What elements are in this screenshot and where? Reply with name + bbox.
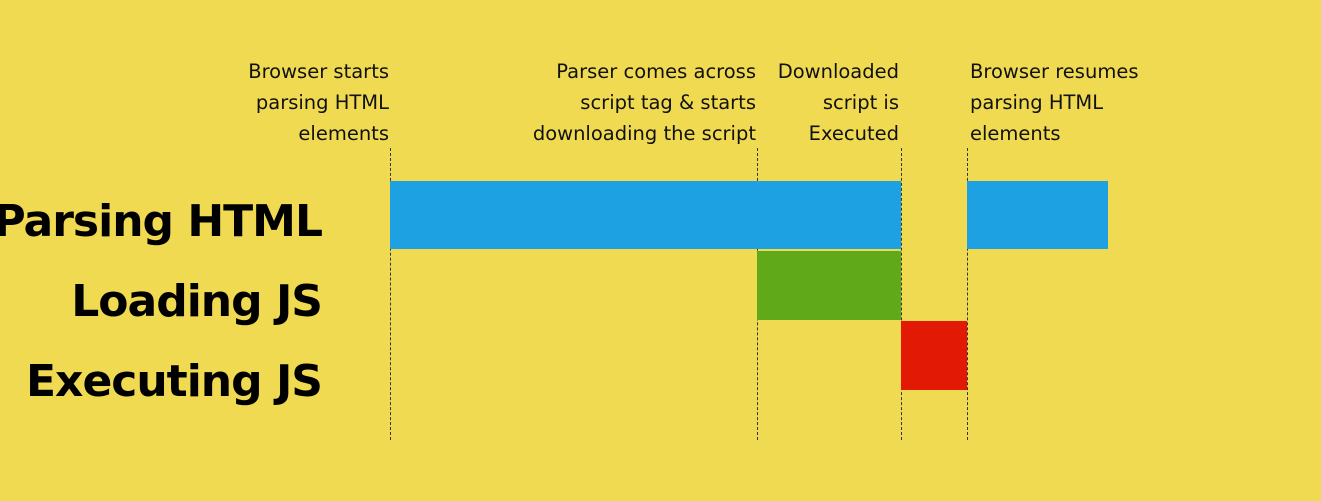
parsing-bar-resumed: [967, 181, 1108, 249]
row-label-parsing-html: Parsing HTML: [0, 196, 323, 247]
row-label-loading-js: Loading JS: [71, 276, 323, 327]
annotation-browser-resumes: Browser resumes parsing HTML elements: [970, 60, 1139, 145]
marker-line-parse-resume: [967, 148, 968, 440]
loading-js-bar: [757, 251, 901, 320]
marker-line-download-done: [901, 148, 902, 440]
annotation-script-executed: Downloaded script is Executed: [777, 60, 899, 145]
annotation-parser-finds-script: Parser comes across script tag & starts …: [532, 60, 756, 145]
row-label-executing-js: Executing JS: [26, 356, 323, 407]
marker-line-parse-start: [390, 148, 391, 440]
executing-js-bar: [901, 321, 967, 390]
annotation-browser-starts: Browser starts parsing HTML elements: [248, 60, 389, 145]
parsing-bar-first: [390, 181, 901, 249]
